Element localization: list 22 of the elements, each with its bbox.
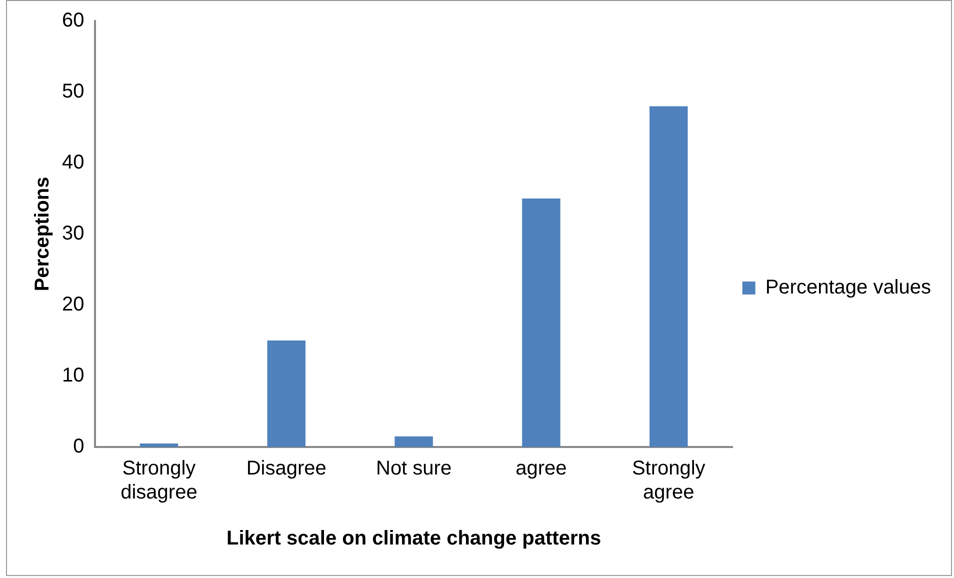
bar	[522, 198, 560, 447]
y-tick-label: 10	[62, 364, 84, 387]
y-tick-label: 50	[62, 80, 84, 103]
x-axis-title: Likert scale on climate change patterns	[226, 528, 602, 550]
y-tick-label: 0	[73, 436, 84, 458]
y-tick-label: 40	[62, 152, 84, 174]
category-label: Strongly	[122, 458, 196, 480]
y-tick-label: 30	[62, 222, 84, 245]
category-label: Strongly	[632, 458, 706, 480]
category-label: agree	[643, 482, 694, 504]
y-tick-label: 60	[62, 10, 84, 32]
bar	[267, 340, 306, 447]
bar	[650, 106, 688, 447]
category-label: disagree	[120, 482, 198, 504]
y-axis-title: Perceptions	[32, 176, 54, 292]
x-tick-label: agree	[516, 458, 567, 480]
bar	[140, 443, 178, 447]
x-tick-label: Disagree	[246, 458, 326, 480]
x-tick-label: Not sure	[376, 458, 452, 480]
bar	[394, 436, 433, 447]
y-tick-label: 20	[62, 294, 84, 316]
legend-label: Percentage values	[765, 276, 932, 299]
